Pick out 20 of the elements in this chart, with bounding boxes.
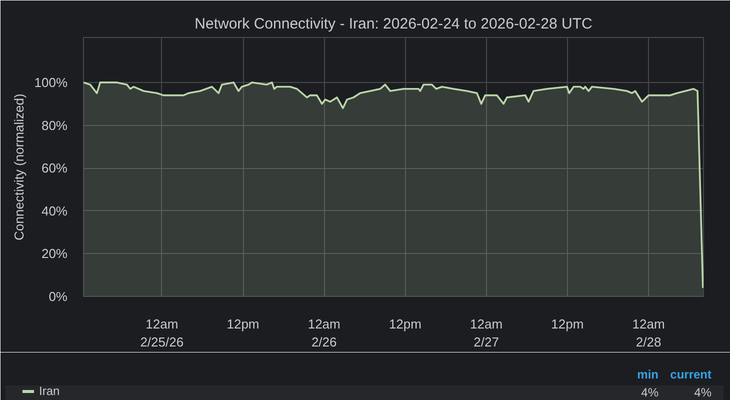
x-tick-label: 12am 2/25/26 — [140, 316, 184, 350]
x-tick-label: 12pm — [226, 316, 260, 332]
x-tick-label: 12pm — [551, 316, 584, 332]
y-tick-label: 20% — [41, 246, 68, 262]
chart-title: Network Connectivity - Iran: 2026-02-24 to 2026-02-28 UTC — [194, 16, 593, 32]
text: current — [670, 368, 712, 382]
x-tick-label: 12am 2/28 — [632, 316, 665, 350]
y-axis-title: Connectivity (normalized) — [11, 94, 26, 240]
y-tick-label: 100% — [34, 74, 68, 90]
y-tick-label: 40% — [41, 203, 68, 218]
text: 4% — [694, 386, 712, 400]
x-tick-label: 12am 2/27 — [470, 316, 503, 350]
x-tick-label: 12am 2/26 — [308, 316, 340, 350]
text: min — [637, 368, 659, 382]
y-tick-label: 80% — [41, 118, 68, 133]
text: 4% — [641, 386, 659, 400]
x-tick-label: 12pm — [388, 316, 422, 332]
legend-label: Iran — [39, 384, 60, 398]
y-tick-label: 0% — [48, 289, 68, 304]
y-tick-label: 60% — [41, 160, 68, 176]
